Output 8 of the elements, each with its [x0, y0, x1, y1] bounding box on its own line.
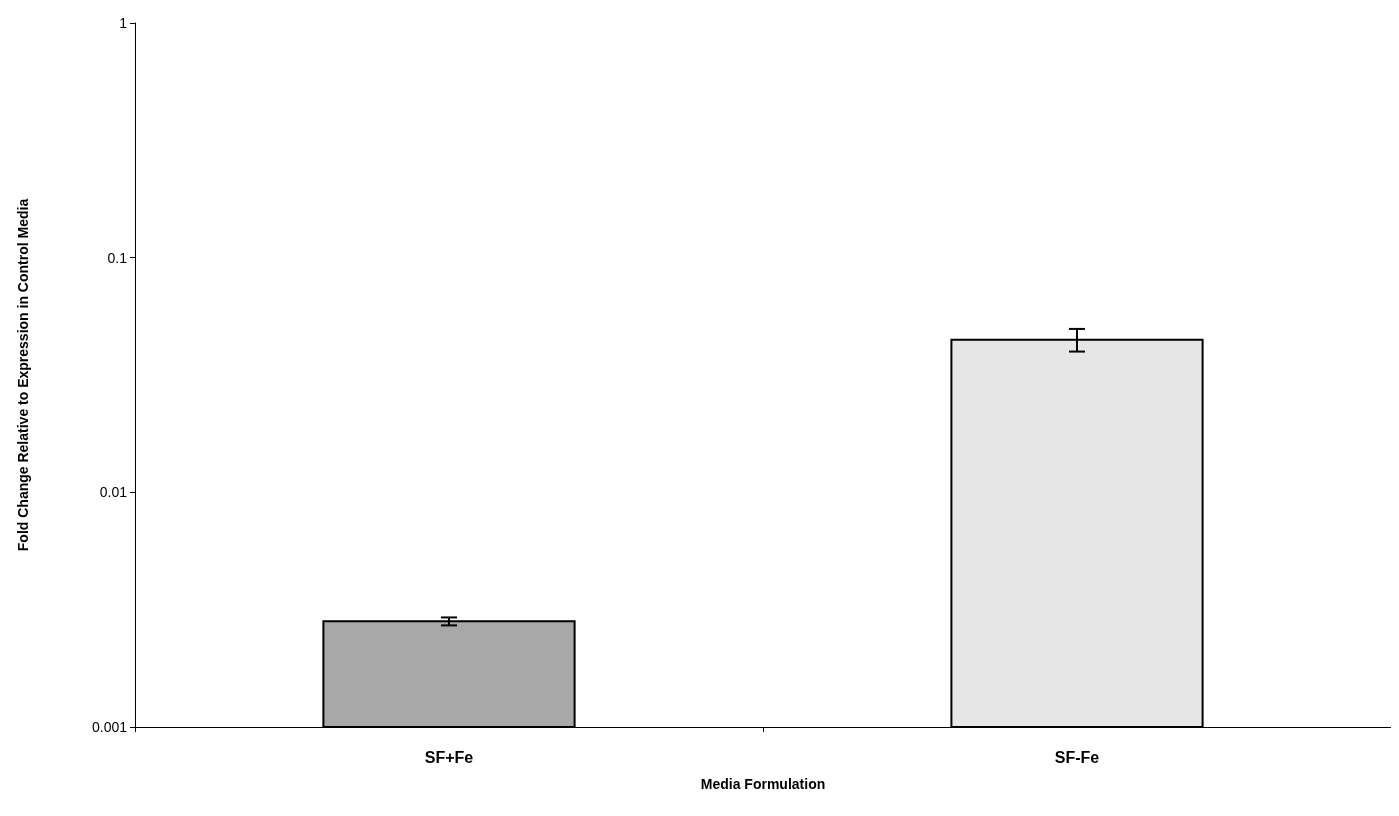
x-axis-title: Media Formulation [700, 776, 826, 792]
y-tick-label: 1 [119, 15, 128, 31]
y-tick-label: 0.001 [91, 719, 128, 735]
y-tick-label: 0.01 [99, 484, 128, 501]
y-axis-title: Fold Change Relative to Expression in Control Media [15, 198, 31, 552]
y-tick-label: 0.1 [107, 249, 128, 266]
x-tick-label: SF+Fe [424, 748, 474, 766]
x-tick-label: SF-Fe [1054, 748, 1100, 766]
